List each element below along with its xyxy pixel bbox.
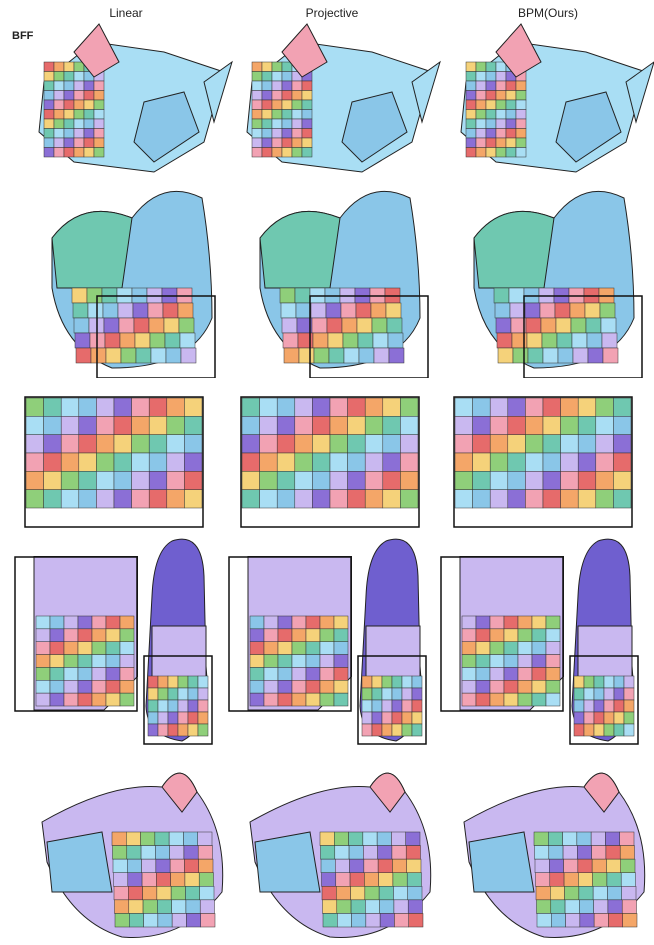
- face-zoom-2: [453, 396, 633, 528]
- rhino-mesh-1: [242, 22, 442, 182]
- face-mesh-1: [250, 178, 435, 378]
- finger-mesh-2: [568, 536, 640, 746]
- bunny-mesh-2: [454, 752, 649, 942]
- rhino-mesh-0: [34, 22, 234, 182]
- face-zoom-1: [240, 396, 420, 528]
- face-mesh-2: [464, 178, 649, 378]
- finger-zoom-0: [14, 556, 138, 712]
- bunny-mesh-0: [32, 752, 227, 942]
- finger-mesh-1: [356, 536, 428, 746]
- face-zoom-0: [24, 396, 204, 528]
- column-title-linear: Linear: [109, 6, 143, 20]
- face-mesh-0: [42, 178, 227, 378]
- row-label-bff: BFF: [12, 30, 34, 42]
- column-title-projective: Projective: [305, 6, 359, 20]
- column-title-bpm: BPM(Ours): [518, 6, 578, 20]
- finger-zoom-2: [440, 556, 564, 712]
- finger-mesh-0: [142, 536, 214, 746]
- finger-zoom-1: [228, 556, 352, 712]
- rhino-mesh-2: [456, 22, 654, 182]
- bunny-mesh-1: [240, 752, 435, 942]
